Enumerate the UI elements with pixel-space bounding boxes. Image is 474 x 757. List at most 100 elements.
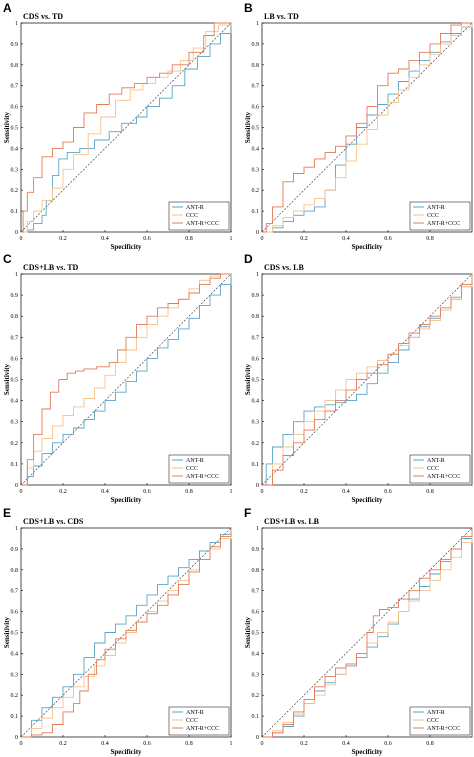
- panel-title: CDS+LB vs. CDS: [23, 517, 84, 526]
- legend-label: ANT-R+CCC: [186, 474, 219, 480]
- panel-letter: D: [244, 252, 253, 266]
- x-tick-label: 0.2: [300, 489, 308, 495]
- series-line-ccc: [21, 23, 232, 233]
- y-tick-label: 0.3: [11, 672, 19, 678]
- x-axis-label: Specificity: [110, 496, 142, 504]
- y-tick-label: 0.8: [252, 63, 260, 69]
- legend-label: CCC: [427, 718, 439, 724]
- legend-label: ANT-R: [186, 458, 204, 464]
- legend-label: ANT-R: [186, 205, 204, 211]
- legend-label: ANT-R+CCC: [427, 221, 460, 227]
- y-tick-label: 1: [15, 526, 18, 532]
- y-axis-label: Sensitivity: [3, 616, 11, 648]
- y-tick-label: 1: [256, 526, 259, 532]
- y-tick-label: 0.4: [11, 399, 19, 405]
- x-tick-label: 1: [230, 741, 233, 747]
- y-tick-label: 0.3: [252, 167, 260, 173]
- legend-label: ANT-R+CCC: [186, 726, 219, 732]
- y-tick-label: 0.5: [252, 126, 260, 132]
- y-tick-label: 0: [15, 483, 18, 489]
- series-line-ant-r: [21, 528, 232, 738]
- y-tick-label: 0.9: [11, 293, 19, 299]
- y-tick-label: 0.5: [11, 378, 19, 384]
- legend-box: [168, 454, 230, 484]
- x-tick-label: 0: [261, 236, 264, 242]
- y-tick-label: 0.1: [252, 462, 260, 468]
- legend-label: ANT-R: [427, 458, 445, 464]
- roc-panel-c: C CDS+LB vs. TD 0 0.1 0.2 0.3 0.4 0.5 0.6 0.7 0.8 0…: [3, 252, 233, 504]
- y-tick-label: 0.5: [252, 631, 260, 637]
- legend-label: ANT-R+CCC: [427, 474, 460, 480]
- legend-label: CCC: [427, 466, 439, 472]
- y-tick-label: 1: [15, 21, 18, 27]
- series-line-ccc: [21, 273, 231, 486]
- x-axis-label: Specificity: [110, 243, 142, 251]
- series-line-ccc: [262, 274, 473, 486]
- y-tick-label: 0.4: [11, 651, 19, 657]
- x-axis-label: Specificity: [351, 496, 383, 504]
- y-tick-label: 0.6: [252, 610, 260, 616]
- x-tick-label: 0.2: [59, 741, 67, 747]
- y-tick-label: 0.8: [11, 568, 19, 574]
- series-line-ant-r-ccc: [262, 22, 472, 233]
- y-axis-label: Sensitivity: [244, 111, 252, 143]
- y-tick-label: 0.8: [252, 568, 260, 574]
- x-tick-label: 0.6: [384, 489, 392, 495]
- y-tick-label: 0.1: [11, 209, 19, 215]
- y-tick-label: 0.2: [11, 188, 19, 194]
- x-tick-label: 0.8: [426, 236, 434, 242]
- y-tick-label: 0.2: [252, 693, 260, 699]
- y-tick-label: 0.1: [252, 209, 260, 215]
- y-tick-label: 0.4: [11, 146, 19, 152]
- y-tick-label: 0.1: [11, 714, 19, 720]
- y-tick-label: 0.3: [11, 420, 19, 426]
- x-tick-label: 0.6: [143, 741, 151, 747]
- y-tick-label: 0.5: [252, 378, 260, 384]
- roc-panel-b: B LB vs. TD 0 0.1 0.2 0.3 0.4 0.5 0.6 0.7 0.8 0.9 1 0…: [244, 1, 473, 251]
- chance-line: [20, 22, 232, 233]
- x-tick-label: 0.6: [143, 489, 151, 495]
- x-tick-label: 0.8: [185, 741, 193, 747]
- y-tick-label: 0.6: [11, 356, 19, 362]
- y-tick-label: 0: [256, 483, 259, 489]
- x-tick-label: 0.2: [59, 236, 67, 242]
- panel-title: CDS+LB vs. LB: [264, 517, 320, 526]
- y-tick-label: 0.1: [11, 462, 19, 468]
- y-tick-label: 0.4: [252, 651, 260, 657]
- series-line-ant-r: [21, 23, 232, 233]
- x-tick-label: 0.4: [101, 236, 109, 242]
- chance-line: [20, 273, 232, 486]
- x-tick-label: 1: [230, 489, 233, 495]
- series-line-ant-r-ccc: [262, 528, 473, 738]
- y-tick-label: 0: [15, 735, 18, 741]
- legend-box: [409, 706, 471, 736]
- y-tick-label: 0.5: [11, 126, 19, 132]
- x-tick-label: 0: [20, 741, 23, 747]
- y-tick-label: 0.8: [11, 314, 19, 320]
- y-tick-label: 0: [256, 230, 259, 236]
- y-tick-label: 0.8: [252, 314, 260, 320]
- panel-letter: A: [3, 1, 12, 15]
- legend-label: ANT-R: [427, 710, 445, 716]
- roc-panel-d: D CDS vs. LB 0 0.1 0.2 0.3 0.4 0.5 0.6 0.7 0.8 0.9 1…: [244, 252, 473, 504]
- x-tick-label: 0.4: [342, 236, 350, 242]
- x-tick-label: 0.8: [426, 489, 434, 495]
- x-tick-label: 0.2: [59, 489, 67, 495]
- panel-letter: B: [244, 1, 253, 15]
- series-line-ccc: [262, 23, 473, 233]
- y-axis-label: Sensitivity: [3, 111, 11, 143]
- x-axis-label: Specificity: [110, 748, 142, 756]
- x-tick-label: 0.2: [300, 236, 308, 242]
- y-tick-label: 0.6: [11, 105, 19, 111]
- x-tick-label: 0: [261, 741, 264, 747]
- y-tick-label: 0.9: [252, 293, 260, 299]
- y-tick-label: 0.3: [252, 420, 260, 426]
- y-tick-label: 0.6: [252, 105, 260, 111]
- y-axis-label: Sensitivity: [244, 616, 252, 648]
- x-tick-label: 1: [230, 236, 233, 242]
- roc-panel-f: F CDS+LB vs. LB 0 0.1 0.2 0.3 0.4 0.5 0.6 0.7 0.8 0…: [244, 506, 473, 756]
- x-tick-label: 0.6: [384, 741, 392, 747]
- x-tick-label: 0.4: [101, 489, 109, 495]
- y-tick-label: 0.7: [11, 589, 19, 595]
